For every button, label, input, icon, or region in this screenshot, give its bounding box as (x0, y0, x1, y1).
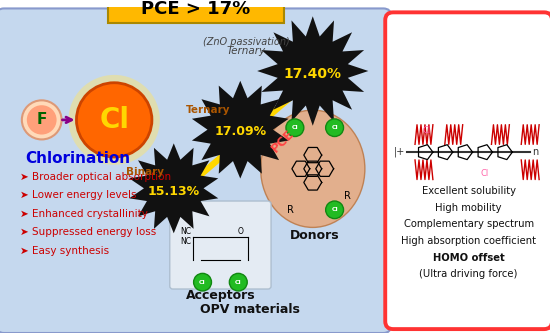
Text: PCE > 17%: PCE > 17% (141, 0, 251, 18)
Text: Suppressed energy loss: Suppressed energy loss (32, 227, 156, 237)
Text: n: n (532, 147, 538, 157)
Text: (Ultra driving force): (Ultra driving force) (419, 269, 518, 279)
Text: NC: NC (180, 227, 191, 236)
FancyBboxPatch shape (385, 12, 552, 329)
Text: Cl: Cl (235, 280, 242, 285)
Circle shape (69, 75, 160, 165)
Text: F: F (37, 112, 47, 128)
Circle shape (27, 105, 57, 135)
Text: Donors: Donors (290, 229, 340, 242)
Text: Cl: Cl (291, 125, 298, 130)
Text: R: R (288, 205, 294, 215)
Text: High absorption coefficient: High absorption coefficient (401, 236, 536, 246)
Text: 17.40%: 17.40% (284, 67, 342, 81)
Text: Enhanced crystallinity: Enhanced crystallinity (32, 209, 148, 219)
Text: R: R (344, 191, 351, 201)
Polygon shape (129, 143, 218, 233)
Circle shape (193, 273, 212, 291)
FancyBboxPatch shape (108, 0, 284, 23)
Text: Acceptors: Acceptors (186, 289, 255, 302)
Text: Cl: Cl (331, 207, 338, 212)
Text: NC: NC (180, 237, 191, 246)
Text: Cl: Cl (331, 125, 338, 130)
Text: ➤: ➤ (20, 209, 29, 219)
FancyBboxPatch shape (170, 201, 271, 289)
Circle shape (286, 119, 304, 137)
Text: Cl: Cl (480, 169, 489, 178)
Text: Cl: Cl (199, 280, 206, 285)
Text: ➤: ➤ (20, 190, 29, 200)
Text: ➤: ➤ (20, 227, 29, 237)
Text: O: O (237, 227, 243, 236)
Polygon shape (192, 81, 289, 178)
Text: Ternary: Ternary (186, 105, 231, 115)
Text: Chlorination: Chlorination (25, 152, 130, 166)
Text: ➤: ➤ (20, 171, 29, 181)
Circle shape (76, 83, 152, 157)
FancyBboxPatch shape (0, 8, 391, 333)
Text: Lower energy levels: Lower energy levels (32, 190, 136, 200)
Text: OPV materials: OPV materials (200, 303, 300, 316)
Ellipse shape (260, 110, 365, 227)
Text: ➤: ➤ (20, 246, 29, 256)
Text: Cl: Cl (99, 106, 129, 134)
Text: |+: |+ (394, 147, 405, 158)
Text: PCE: PCE (269, 127, 297, 156)
Text: 17.09%: 17.09% (214, 125, 266, 138)
Text: HOMO offset: HOMO offset (433, 253, 505, 263)
Text: Binary: Binary (126, 167, 164, 177)
Circle shape (326, 119, 343, 137)
Polygon shape (257, 16, 368, 126)
Text: 15.13%: 15.13% (148, 185, 200, 198)
Text: (ZnO passivation): (ZnO passivation) (203, 37, 290, 47)
Text: Easy synthesis: Easy synthesis (32, 246, 109, 256)
Text: Complementary spectrum: Complementary spectrum (403, 219, 534, 229)
Text: High mobility: High mobility (435, 203, 502, 213)
Text: Excellent solubility: Excellent solubility (422, 186, 516, 196)
Text: Broader optical absorption: Broader optical absorption (32, 171, 171, 181)
Circle shape (326, 201, 343, 219)
Text: Ternary: Ternary (227, 46, 266, 57)
Text: Cl: Cl (423, 126, 431, 135)
Circle shape (229, 273, 247, 291)
Circle shape (22, 100, 61, 140)
